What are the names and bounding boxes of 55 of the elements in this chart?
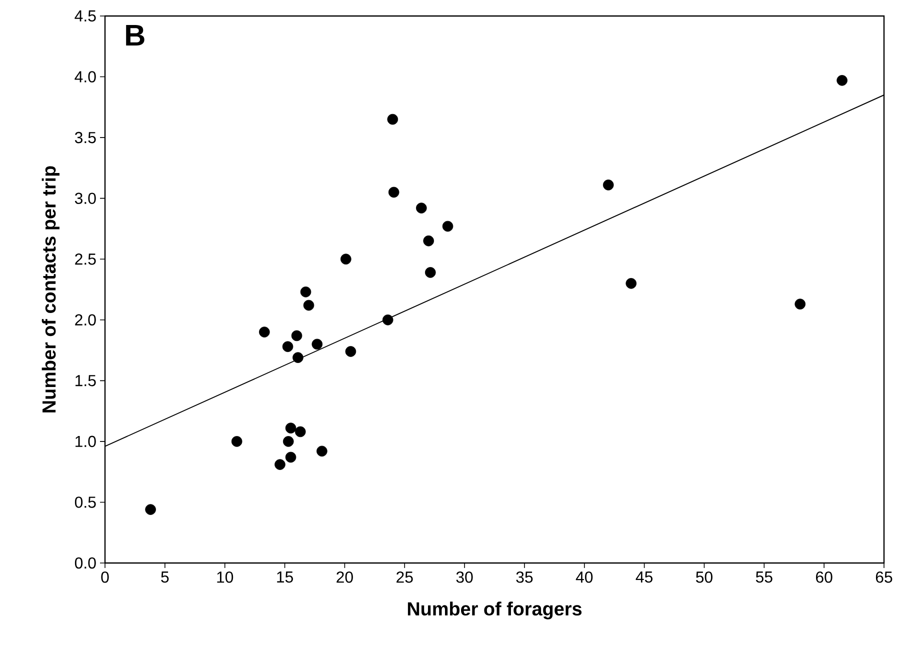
point — [345, 346, 356, 357]
point — [423, 235, 434, 246]
point — [282, 341, 294, 352]
point — [231, 436, 242, 447]
point — [300, 286, 312, 298]
point — [382, 314, 394, 326]
x-tick-label: 5 — [161, 572, 169, 583]
y-tick-label: 3.5 — [74, 132, 96, 144]
x-tick-label: 25 — [396, 572, 413, 583]
point — [303, 300, 314, 311]
point — [626, 278, 637, 289]
x-tick-label: 30 — [456, 572, 473, 583]
point — [794, 298, 806, 310]
point — [145, 504, 156, 515]
y-tick-label: 3.0 — [74, 192, 96, 204]
point — [416, 202, 427, 214]
x-tick-label: 40 — [576, 572, 593, 583]
y-tick-label: 4.0 — [74, 71, 96, 82]
point — [387, 114, 398, 125]
point — [340, 254, 352, 265]
point — [282, 436, 294, 447]
point — [442, 220, 454, 232]
y-tick-label: 4.5 — [74, 10, 96, 22]
x-tick-label: 20 — [336, 572, 353, 583]
x-tick-label: 50 — [696, 572, 712, 583]
x-axis-title: Number of foragers — [408, 602, 582, 620]
y-tick-label: 1.0 — [76, 436, 96, 448]
point — [294, 426, 306, 438]
point — [388, 186, 400, 198]
point — [424, 267, 436, 278]
point — [258, 326, 270, 338]
x-tick-label: 0 — [101, 572, 109, 583]
point — [285, 452, 296, 463]
y-tick-label: 1.5 — [76, 375, 96, 386]
y-tick-label: 0.5 — [74, 496, 96, 508]
point — [316, 446, 328, 457]
point — [602, 180, 614, 190]
x-tick-label: 35 — [516, 572, 533, 583]
y-axis-title: Number of contacts per trip — [42, 166, 60, 412]
y-tick-label: 0.0 — [74, 557, 96, 569]
annotation: B — [126, 24, 144, 46]
point — [312, 338, 323, 350]
y-tick-label: 2.0 — [75, 314, 96, 326]
point — [291, 330, 302, 342]
point — [274, 459, 286, 470]
x-tick-label: 65 — [876, 572, 892, 583]
point — [836, 75, 848, 86]
x-tick-label: 55 — [756, 572, 772, 583]
point — [292, 352, 304, 363]
point — [285, 422, 296, 434]
x-tick-label: 15 — [277, 572, 293, 583]
x-tick-label: 10 — [217, 572, 234, 583]
x-tick-label: 60 — [816, 572, 832, 583]
x-tick-label: 45 — [636, 572, 652, 583]
y-tick-label: 2.5 — [75, 253, 96, 265]
